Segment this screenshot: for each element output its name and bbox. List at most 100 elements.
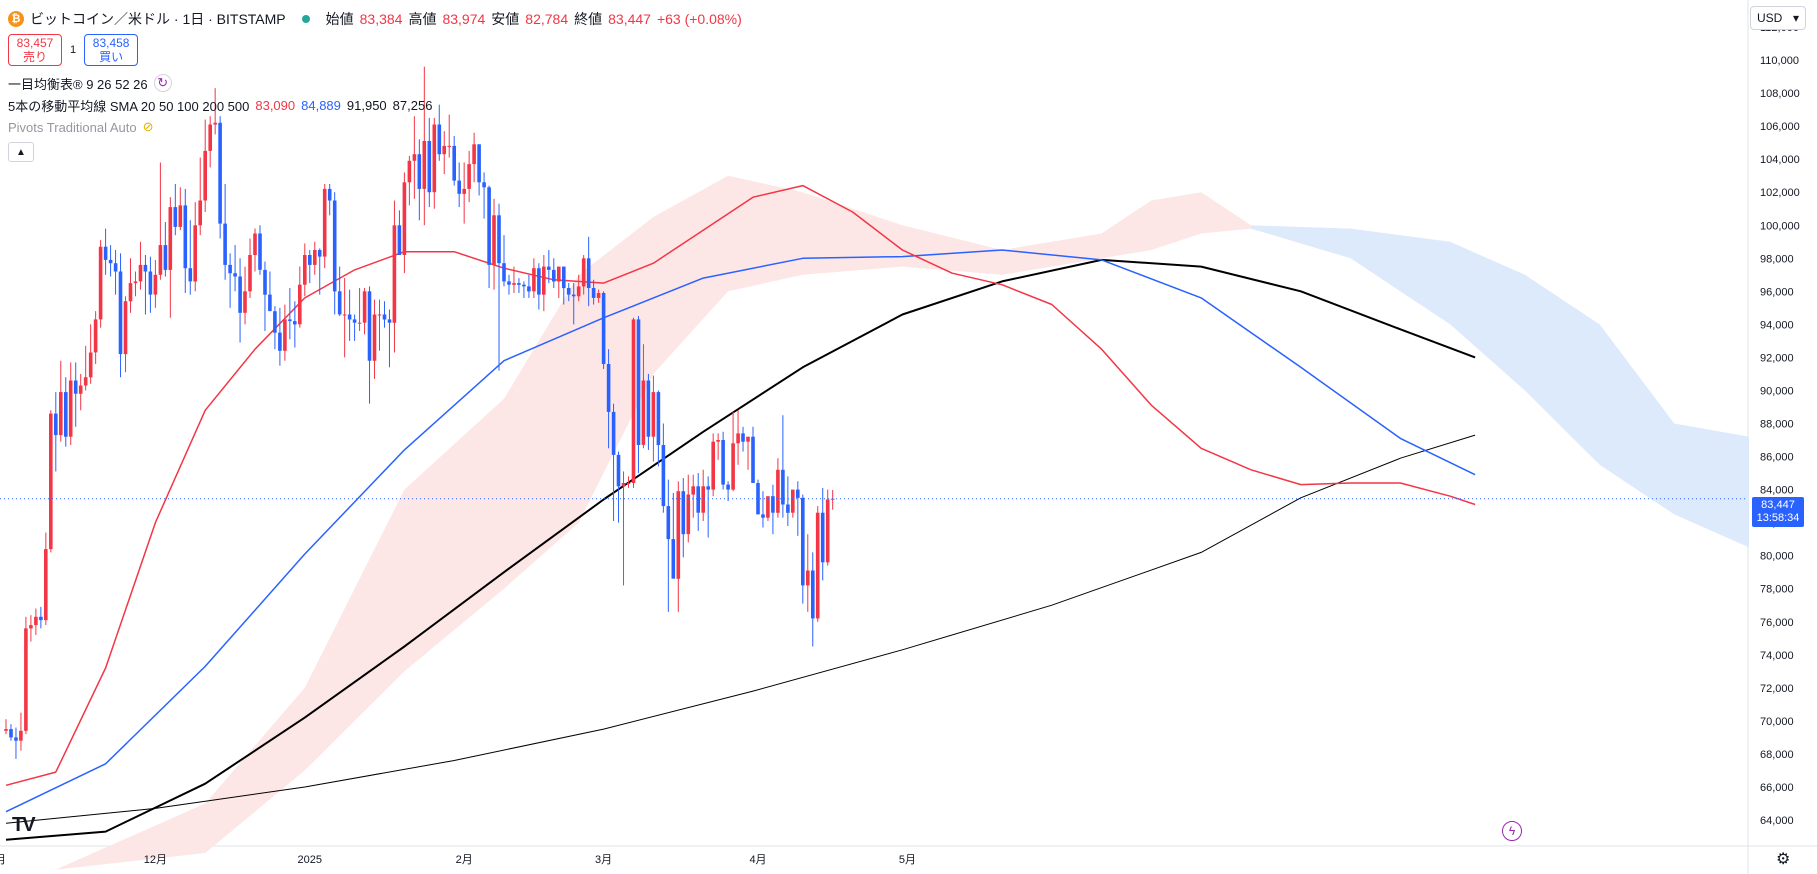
price-tick-label: 96,000 <box>1760 286 1794 298</box>
candle-body <box>656 392 661 445</box>
candle-body <box>566 288 571 295</box>
pivots-indicator[interactable]: Pivots Traditional Auto ⊘ <box>8 116 742 138</box>
hidden-eye-icon[interactable]: ⊘ <box>142 119 154 134</box>
price-tick-label: 104,000 <box>1760 154 1800 166</box>
buy-button[interactable]: 83,458 買い <box>84 34 139 66</box>
price-tick-label: 72,000 <box>1760 683 1794 695</box>
candle-body <box>14 737 18 741</box>
quote-panel: 83,457 売り 1 83,458 買い <box>8 34 742 66</box>
candle-body <box>706 486 710 490</box>
symbol-title[interactable]: ビットコイン／米ドル · 1日 · BITSTAMP <box>30 11 286 27</box>
candle-body <box>711 441 715 490</box>
pivots-label: Pivots Traditional Auto <box>8 119 137 135</box>
candle-body <box>278 332 282 351</box>
candle-body <box>83 377 88 386</box>
sma200-value: 87,256 <box>392 97 433 113</box>
candle-body <box>64 392 68 437</box>
bar-countdown: 13:58:34 <box>1756 512 1800 524</box>
loading-icon: ↻ <box>153 74 172 92</box>
time-tick-label: 5月 <box>899 854 916 866</box>
ichimoku-cloud-bullish <box>55 175 1251 870</box>
sma100-value: 91,950 <box>346 97 387 113</box>
candle-body <box>452 145 456 181</box>
candle-body <box>258 233 262 270</box>
candle-body <box>193 225 197 282</box>
candle-body <box>93 319 98 353</box>
candle-body <box>233 273 237 277</box>
high-label: 高値 <box>408 11 437 27</box>
candle-body <box>153 274 158 295</box>
candle-body <box>68 380 73 437</box>
candle-body <box>671 539 676 579</box>
candle-body <box>253 233 257 255</box>
currency-selector[interactable]: USD ▾ <box>1750 6 1806 30</box>
candle-body <box>372 314 377 361</box>
candle-body <box>721 440 725 485</box>
candle-body <box>208 124 212 151</box>
candle-body <box>731 443 735 490</box>
candle-body <box>158 245 163 275</box>
candle-body <box>621 483 626 487</box>
candle-body <box>432 124 437 193</box>
candle-body <box>542 266 546 295</box>
candle-body <box>502 263 506 282</box>
chevron-down-icon: ▾ <box>1792 11 1799 25</box>
candle-body <box>223 223 227 265</box>
chart-legend: ₿ ビットコイン／米ドル · 1日 · BITSTAMP 始値 83,384 高値… <box>8 8 742 162</box>
candle-body <box>537 268 541 295</box>
candle-body <box>362 291 367 323</box>
candle-body <box>337 291 342 315</box>
candle-body <box>128 283 133 302</box>
candle-body <box>213 122 217 125</box>
candle-body <box>606 364 611 412</box>
candle-body <box>377 314 382 316</box>
sma-indicator[interactable]: 5本の移動平均線 SMA 20 50 100 200 500 83,090 84… <box>8 94 742 116</box>
candle-body <box>472 144 476 165</box>
candle-body <box>88 352 93 378</box>
candle-body <box>4 729 8 731</box>
price-tick-label: 68,000 <box>1760 749 1794 761</box>
price-tick-label: 98,000 <box>1760 253 1794 265</box>
candle-body <box>691 486 695 495</box>
open-label: 始値 <box>325 11 354 27</box>
lightning-icon[interactable]: ϟ <box>1502 821 1522 841</box>
price-tick-label: 84,000 <box>1760 485 1794 497</box>
last-price-tag: 83,447 13:58:34 <box>1752 497 1804 527</box>
candle-body <box>203 150 207 201</box>
gear-icon[interactable]: ⚙ <box>1776 851 1791 868</box>
tradingview-logo[interactable]: TV <box>12 814 36 836</box>
candle-body <box>34 616 38 626</box>
candle-body <box>263 269 267 295</box>
sma-label: 5本の移動平均線 SMA 20 50 100 200 500 <box>8 98 250 114</box>
candle-body <box>143 264 148 272</box>
price-tick-label: 76,000 <box>1760 617 1794 629</box>
candle-body <box>133 281 138 284</box>
collapse-legend-button[interactable]: ▲ <box>8 142 34 162</box>
candle-body <box>532 268 536 292</box>
price-tick-label: 70,000 <box>1760 716 1794 728</box>
candle-body <box>791 489 795 513</box>
candle-body <box>477 144 481 183</box>
price-tick-label: 90,000 <box>1760 386 1794 398</box>
candle-body <box>24 628 28 731</box>
sell-button[interactable]: 83,457 売り <box>8 34 62 66</box>
last-price-value: 83,447 <box>1761 499 1795 511</box>
ichimoku-indicator[interactable]: 一目均衡表® 9 26 52 26 ↻ <box>8 72 742 94</box>
candle-body <box>686 494 691 535</box>
candle-body <box>98 246 103 320</box>
candle-body <box>626 483 631 484</box>
candle-body <box>243 291 247 313</box>
high-value: 83,974 <box>442 11 486 27</box>
low-label: 安値 <box>491 11 520 27</box>
candle-body <box>268 294 272 312</box>
time-tick-label: 3月 <box>595 854 612 866</box>
candle-body <box>417 154 422 189</box>
candle-body <box>746 436 750 442</box>
candle-body <box>741 433 745 442</box>
candle-body <box>118 271 123 355</box>
candle-body <box>586 258 591 288</box>
price-tick-label: 108,000 <box>1760 88 1800 100</box>
candle-body <box>103 246 108 260</box>
candle-body <box>552 269 556 282</box>
